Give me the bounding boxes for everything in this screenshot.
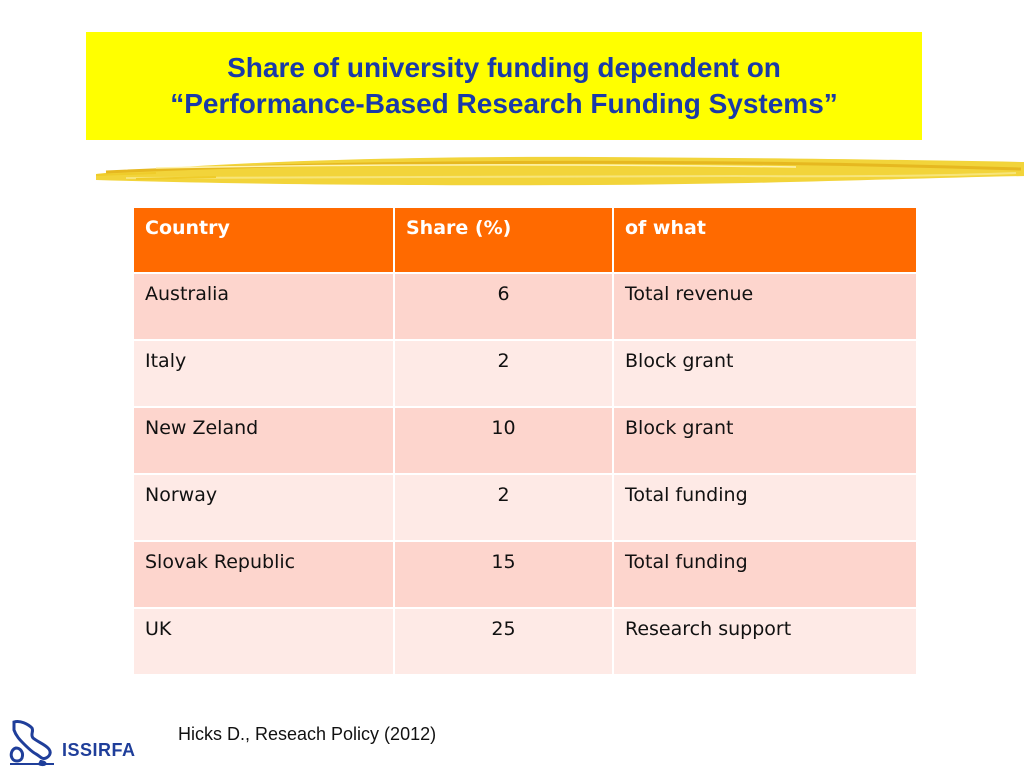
slide-title-line-1: Share of university funding dependent on: [227, 52, 781, 83]
cell-share: 25: [393, 607, 614, 676]
cell-country: New Zeland: [132, 406, 395, 475]
header-of-what: of what: [612, 206, 918, 274]
issirfa-logo-text: ISSIRFA: [62, 740, 136, 760]
table-row: Italy 2 Block grant: [132, 339, 918, 408]
brush-stroke-divider: [96, 156, 1024, 186]
cell-country: Italy: [132, 339, 395, 408]
table-row: New Zeland 10 Block grant: [132, 406, 918, 475]
cell-share: 2: [393, 473, 614, 542]
header-share: Share (%): [393, 206, 614, 274]
table-header-row: Country Share (%) of what: [132, 206, 918, 274]
cell-of-what: Total funding: [612, 540, 918, 609]
header-country: Country: [132, 206, 395, 274]
cell-country: Slovak Republic: [132, 540, 395, 609]
cell-of-what: Research support: [612, 607, 918, 676]
cell-country: Australia: [132, 272, 395, 341]
cell-share: 10: [393, 406, 614, 475]
cell-share: 2: [393, 339, 614, 408]
table-row: UK 25 Research support: [132, 607, 918, 676]
cell-share: 15: [393, 540, 614, 609]
cell-country: Norway: [132, 473, 395, 542]
cell-of-what: Total revenue: [612, 272, 918, 341]
slide-title-line-2: “Performance-Based Research Funding Syst…: [170, 88, 838, 119]
citation: Hicks D., Reseach Policy (2012): [178, 724, 437, 744]
cell-country: UK: [132, 607, 395, 676]
cell-of-what: Block grant: [612, 339, 918, 408]
table-row: Australia 6 Total revenue: [132, 272, 918, 341]
italy-map-icon: [9, 720, 54, 767]
table-row: Slovak Republic 15 Total funding: [132, 540, 918, 609]
table-row: Norway 2 Total funding: [132, 473, 918, 542]
cell-share: 6: [393, 272, 614, 341]
cell-of-what: Block grant: [612, 406, 918, 475]
title-box: Share of university funding dependent on…: [86, 32, 922, 140]
cell-of-what: Total funding: [612, 473, 918, 542]
funding-table: Country Share (%) of what Australia 6 To…: [132, 206, 918, 676]
